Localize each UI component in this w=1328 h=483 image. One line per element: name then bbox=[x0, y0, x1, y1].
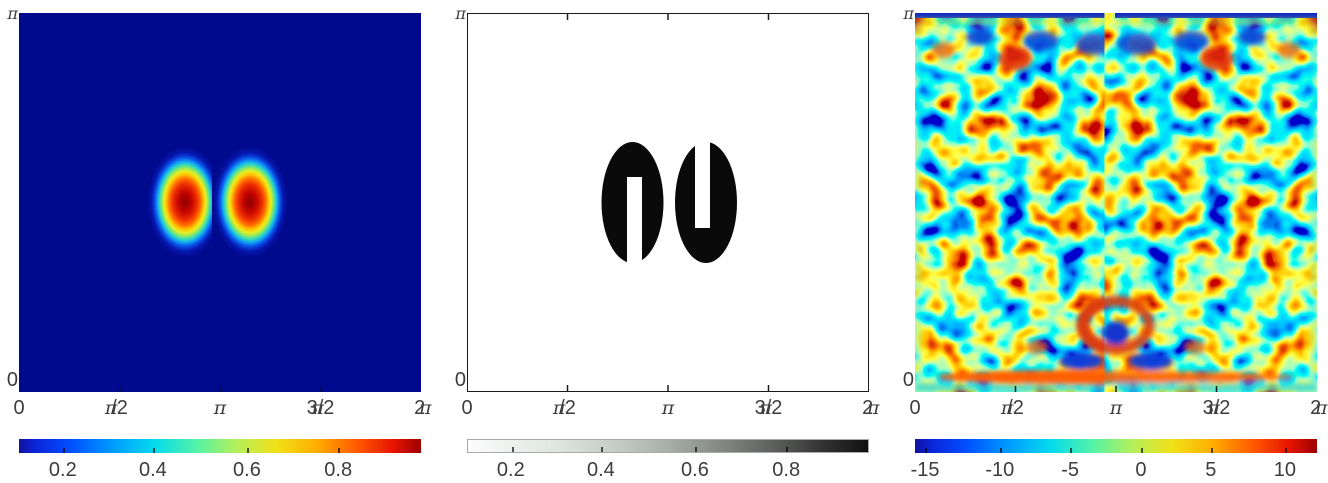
p1-colorbar-labels: 0.2 0.4 0.6 0.8 bbox=[48, 459, 353, 481]
p2-colorbar-labels: 0.2 0.4 0.6 0.8 bbox=[496, 459, 801, 481]
p3-heatmap-reconstruction bbox=[915, 13, 1317, 392]
p1-gaussian-blob-left bbox=[147, 146, 223, 258]
p2-ytick-pi: π bbox=[455, 4, 466, 23]
p1-gaussian-blob-right bbox=[212, 146, 288, 258]
p2-colorbar-gray bbox=[467, 439, 869, 453]
p2-mask-svg bbox=[467, 13, 869, 392]
p3-ytick-zero: 0 bbox=[902, 369, 914, 391]
p1-axis-tick bbox=[119, 387, 121, 392]
p2-heatmap-mask bbox=[467, 13, 869, 392]
p1-axis-tick bbox=[320, 387, 322, 392]
p1-axis-tick bbox=[219, 387, 221, 392]
p3-colorbar-labels: -15 -10 -5 0 5 10 bbox=[910, 459, 1296, 481]
p1-heatmap-density bbox=[19, 13, 421, 392]
p3-field-svg bbox=[915, 13, 1317, 392]
p3-ytick-pi: π bbox=[903, 4, 914, 23]
p2-ytick-zero: 0 bbox=[454, 369, 466, 391]
p1-ytick-pi: π bbox=[7, 4, 18, 23]
p1-colorbar-jet bbox=[19, 439, 421, 453]
p3-colorbar-jet bbox=[915, 439, 1317, 453]
p1-ytick-zero: 0 bbox=[6, 369, 18, 391]
